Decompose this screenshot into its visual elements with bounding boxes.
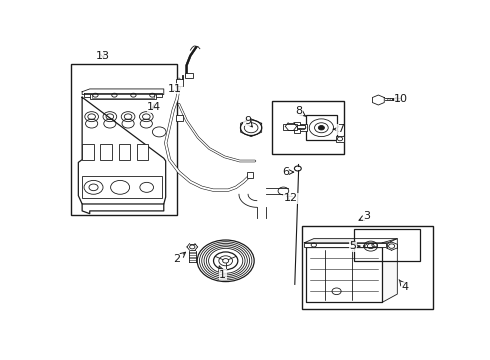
Text: 2: 2 [173, 252, 186, 264]
Bar [93, 94, 153, 98]
Text: 8: 8 [295, 106, 305, 116]
Text: 6: 6 [282, 167, 294, 177]
Text: 12: 12 [284, 193, 298, 203]
Bar [82, 144, 94, 159]
Bar [283, 123, 297, 130]
Text: 10: 10 [392, 94, 408, 104]
Polygon shape [304, 239, 397, 243]
Bar [302, 226, 434, 309]
Bar [137, 144, 148, 159]
Bar [82, 176, 162, 198]
Bar [176, 79, 183, 86]
Bar [71, 64, 177, 215]
Text: 1: 1 [219, 266, 226, 280]
Text: 7: 7 [333, 124, 344, 134]
Polygon shape [382, 239, 397, 302]
Bar [176, 115, 183, 121]
Bar [185, 73, 193, 78]
Bar [304, 243, 386, 247]
Text: 3: 3 [359, 211, 370, 221]
Text: 13: 13 [96, 51, 110, 61]
Bar [294, 122, 300, 125]
Bar [246, 172, 253, 177]
Bar [100, 144, 112, 159]
Bar [306, 115, 337, 140]
Bar [272, 102, 344, 154]
Text: 11: 11 [168, 84, 182, 94]
Bar [90, 94, 156, 99]
Text: 9: 9 [244, 116, 252, 127]
Bar [119, 144, 130, 159]
Circle shape [318, 126, 324, 130]
Text: 5: 5 [349, 241, 360, 251]
Bar [298, 123, 307, 131]
Text: 4: 4 [399, 280, 409, 292]
Bar [354, 229, 420, 261]
Text: 14: 14 [147, 102, 161, 112]
Bar [336, 136, 344, 141]
Bar [297, 125, 305, 128]
Bar [294, 129, 300, 133]
